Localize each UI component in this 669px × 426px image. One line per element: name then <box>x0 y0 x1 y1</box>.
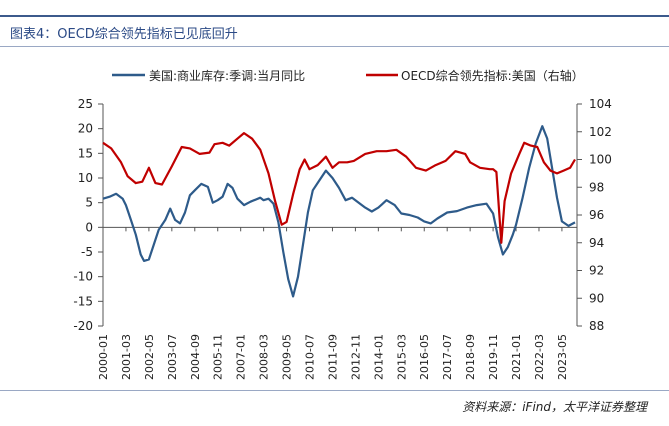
x-tick-label: 2007-01 <box>235 334 248 380</box>
x-tick-label: 2019-11 <box>487 334 500 380</box>
x-tick-label: 2014-01 <box>372 334 385 380</box>
x-tick-label: 2012-11 <box>349 334 362 380</box>
x-tick-label: 2021-01 <box>510 334 523 380</box>
x-tick-label: 2001-03 <box>120 334 133 380</box>
y-left-tick-label: 25 <box>78 97 93 111</box>
x-tick-label: 2022-03 <box>533 334 546 380</box>
x-tick-label: 2002-05 <box>143 334 156 380</box>
page-title: 图表4：OECD综合领先指标已见底回升 <box>10 27 238 42</box>
y-right-tick-label: 100 <box>589 153 612 167</box>
y-left-tick-label: 15 <box>78 146 93 160</box>
y-right-tick-label: 90 <box>589 291 604 305</box>
y-right-tick-label: 96 <box>589 208 604 222</box>
x-tick-label: 2017-07 <box>441 334 454 380</box>
x-tick-label: 2000-01 <box>97 334 110 380</box>
series-line-inventory <box>102 125 576 298</box>
y-right-tick-label: 88 <box>589 319 604 333</box>
y-left-tick-label: -5 <box>81 245 93 259</box>
y-left-tick-label: 10 <box>78 171 93 185</box>
title-divider <box>0 46 669 47</box>
y-right-tick-label: 98 <box>589 180 604 194</box>
x-tick-label: 2003-07 <box>166 334 179 380</box>
y-right-tick-label: 92 <box>589 264 604 278</box>
x-tick-label: 2011-09 <box>326 334 339 380</box>
legend: 美国:商业库存:季调:当月同比 OECD综合领先指标:美国（右轴） <box>112 68 584 83</box>
x-tick-label: 2005-11 <box>212 334 225 380</box>
footer-divider <box>0 390 669 391</box>
y-right-tick-label: 104 <box>589 97 612 111</box>
x-tick-label: 2010-07 <box>304 334 317 380</box>
x-tick-label: 2018-09 <box>464 334 477 380</box>
y-right-tick-label: 102 <box>589 125 612 139</box>
y-left-tick-label: -10 <box>73 270 93 284</box>
y-left-tick-label: -20 <box>73 319 93 333</box>
y-right-tick-label: 94 <box>589 236 604 250</box>
x-tick-label: 2015-03 <box>395 334 408 380</box>
y-left-tick-label: 20 <box>78 122 93 136</box>
x-tick-label: 2004-09 <box>189 334 202 380</box>
x-tick-label: 2008-03 <box>258 334 271 380</box>
legend-label-inventory: 美国:商业库存:季调:当月同比 <box>149 68 305 83</box>
y-left-tick-label: -15 <box>73 294 93 308</box>
series-line-oecd <box>102 132 576 244</box>
x-tick-label: 2023-05 <box>556 334 569 380</box>
y-left-tick-label: 0 <box>85 220 93 234</box>
top-border <box>0 15 669 17</box>
x-tick-label: 2016-05 <box>418 334 431 380</box>
source-note: 资料来源：iFind，太平洋证券整理 <box>462 400 647 414</box>
x-tick-label: 2009-05 <box>281 334 294 380</box>
y-left-tick-label: 5 <box>85 196 93 210</box>
legend-label-oecd: OECD综合领先指标:美国（右轴） <box>401 68 584 83</box>
